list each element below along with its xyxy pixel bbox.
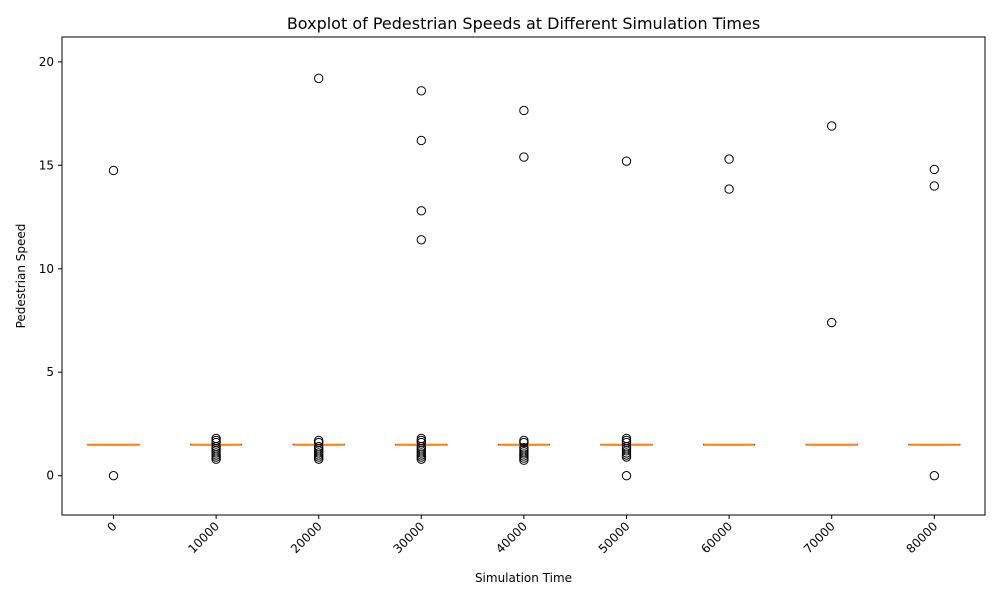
box-group	[908, 164, 961, 481]
y-tick-label: 10	[39, 262, 54, 276]
outlier-point	[621, 470, 632, 481]
outlier-point	[108, 165, 119, 176]
outlier-point	[929, 181, 939, 191]
outlier-point	[314, 442, 324, 452]
outlier-point	[416, 435, 426, 446]
box-group	[395, 86, 448, 464]
chart-title: Boxplot of Pedestrian Speeds at Differen…	[287, 14, 760, 33]
x-axis-label: Simulation Time	[475, 571, 572, 585]
outlier-point	[929, 470, 939, 481]
outlier-point	[621, 433, 632, 444]
box-group	[292, 73, 345, 464]
x-axis: 0 10000 20000 30000 40000 50000 60000 70000 8000…	[104, 515, 940, 556]
box-group	[87, 165, 140, 481]
plot-area	[87, 73, 961, 481]
x-tick-label: 0	[104, 519, 119, 534]
outlier-point	[416, 433, 426, 444]
outlier-point	[724, 184, 734, 194]
outlier-point	[621, 156, 632, 166]
box-group	[805, 121, 858, 446]
y-tick-label: 20	[39, 55, 54, 69]
box-group	[190, 433, 243, 464]
y-axis: 0 5 10 15 20	[39, 55, 62, 483]
x-tick-label: 20000	[288, 519, 325, 556]
outlier-point	[416, 135, 426, 146]
outlier-point	[314, 435, 324, 446]
y-tick-label: 15	[39, 158, 54, 172]
outlier-point	[108, 470, 119, 481]
outlier-point	[827, 121, 837, 131]
outlier-point	[519, 435, 529, 446]
box-group	[600, 156, 653, 481]
outlier-point	[929, 164, 939, 175]
x-tick-label: 60000	[698, 519, 735, 556]
x-tick-label: 50000	[596, 519, 633, 556]
x-tick-label: 10000	[185, 519, 222, 556]
outlier-point	[314, 73, 324, 84]
outlier-point	[519, 443, 529, 453]
box-group	[703, 154, 756, 446]
outlier-point	[724, 154, 734, 164]
outlier-point	[519, 105, 529, 116]
outlier-point	[211, 435, 221, 446]
outlier-point	[519, 152, 529, 162]
x-tick-label: 70000	[801, 519, 838, 556]
y-axis-label: Pedestrian Speed	[14, 224, 28, 329]
x-tick-label: 30000	[391, 519, 428, 556]
x-tick-label: 40000	[493, 519, 530, 556]
outlier-point	[416, 206, 426, 216]
outlier-point	[211, 433, 221, 444]
x-tick-label: 80000	[904, 519, 941, 556]
outlier-point	[827, 317, 837, 328]
y-tick-label: 5	[46, 365, 54, 379]
y-tick-label: 0	[46, 469, 54, 483]
outlier-point	[416, 235, 426, 245]
outlier-point	[621, 435, 632, 446]
outlier-point	[416, 86, 426, 96]
box-group	[497, 105, 550, 465]
